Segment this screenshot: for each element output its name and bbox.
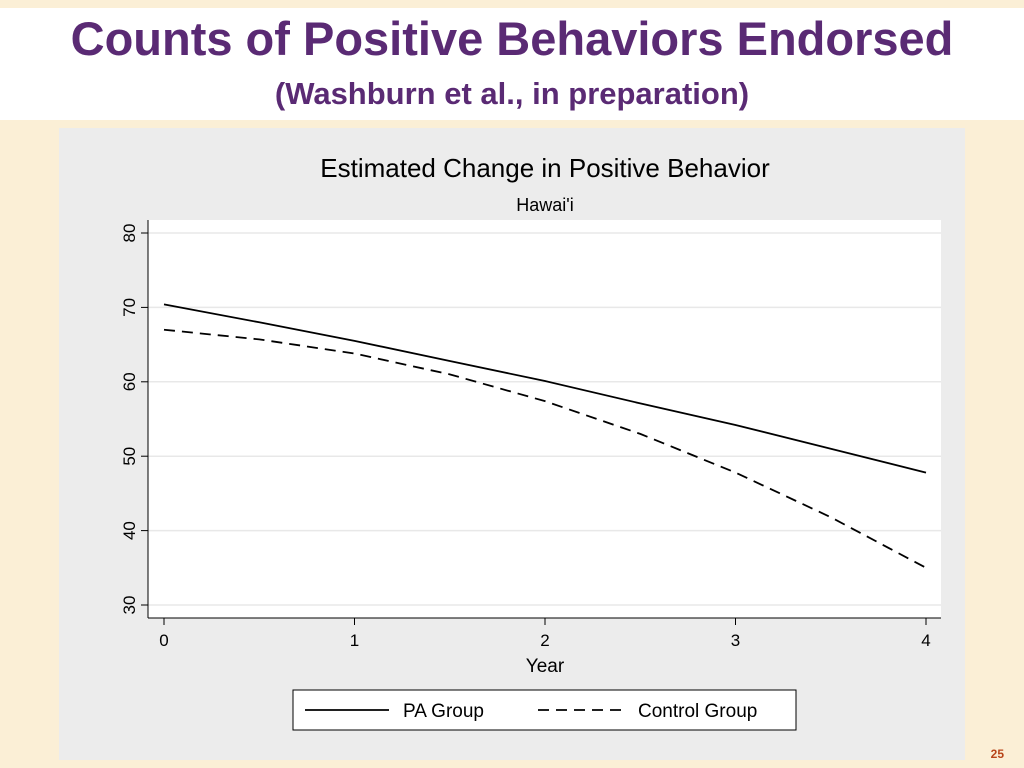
y-tick-label: 30 (120, 596, 139, 615)
x-tick-label: 0 (159, 631, 168, 650)
y-tick-label: 50 (120, 447, 139, 466)
series-line-1 (163, 303, 927, 474)
x-axis-label: Year (526, 656, 565, 677)
x-tick-label: 1 (350, 631, 359, 650)
legend-label: Control Group (638, 701, 757, 722)
y-tick-label: 60 (120, 372, 139, 391)
plot-area (148, 220, 941, 618)
x-tick-label: 4 (921, 631, 930, 650)
chart-title: Estimated Change in Positive Behavior (320, 153, 770, 183)
title-band (0, 8, 1024, 120)
slide-subtitle: (Washburn et al., in preparation) (274, 76, 750, 111)
line-chart: 30 40 50 60 70 80 0 1 2 3 4 Estimated Change in Pos… (120, 153, 941, 731)
y-tick-label: 80 (120, 224, 139, 243)
slide-title: Counts of Positive Behaviors Endorsed (70, 12, 954, 65)
legend-label: PA Group (403, 701, 484, 722)
chart-panel: 30 40 50 60 70 80 0 1 2 3 4 Estimated Change in Pos… (59, 128, 965, 760)
x-tick-label: 2 (540, 631, 549, 650)
y-tick-label: 40 (120, 521, 139, 540)
y-tick-label: 70 (120, 298, 139, 317)
series-line-2 (163, 328, 927, 569)
slide-number: 25 (990, 747, 1004, 761)
x-tick-label: 3 (731, 631, 740, 650)
chart-subtitle: Hawai'i (516, 195, 573, 215)
